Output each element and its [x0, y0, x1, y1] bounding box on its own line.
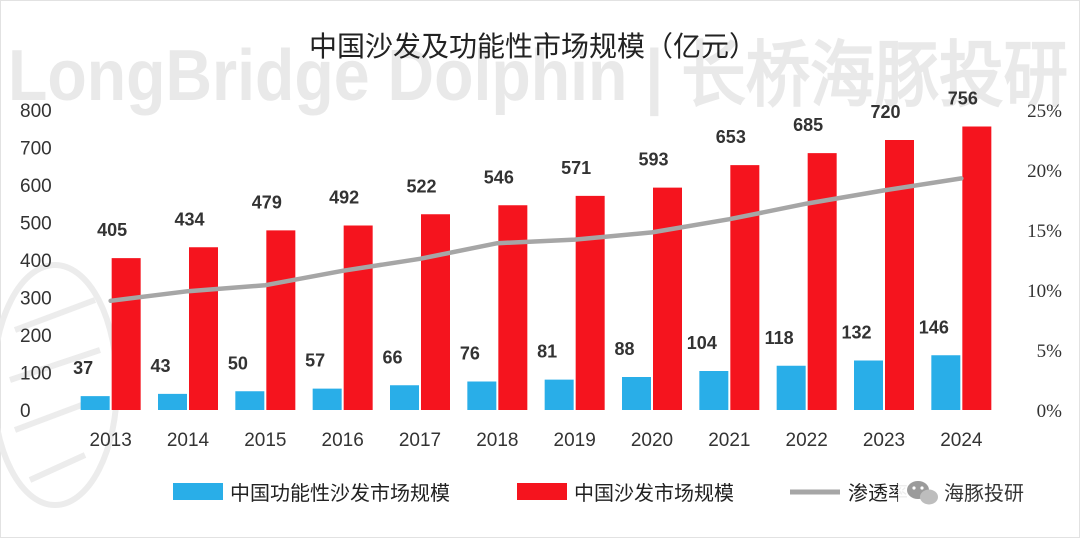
y2-tick-label: 10%	[1027, 281, 1062, 302]
credit-badge: 海豚投研	[898, 474, 1068, 512]
watermark: LongBridge Dolphin | 长桥海豚投研	[8, 36, 1068, 116]
bar-sofa	[111, 258, 141, 410]
data-label-functional: 50	[228, 353, 248, 373]
data-label-sofa: 756	[948, 89, 978, 109]
bar-functional	[235, 391, 265, 410]
bar-sofa	[343, 225, 373, 410]
x-axis: 2013 2014 2015 2016 2017 2018 2019 2020 2021 2022…	[90, 430, 983, 451]
x-tick-label: 2023	[863, 430, 905, 451]
data-label-functional: 57	[305, 351, 325, 371]
x-tick-label: 2020	[631, 430, 673, 451]
y-tick-label: 300	[20, 289, 52, 310]
x-tick-label: 2022	[786, 430, 828, 451]
data-label-functional: 43	[150, 356, 170, 376]
y2-tick-label: 15%	[1027, 221, 1062, 242]
x-tick-label: 2014	[167, 430, 210, 451]
data-label-sofa: 593	[638, 150, 668, 170]
bars	[80, 126, 992, 410]
left-axis: 0 100 200 300 400 500 600 700 800	[20, 101, 52, 422]
bar-functional	[699, 371, 729, 410]
data-label-functional: 66	[382, 347, 402, 367]
data-label-sofa: 479	[252, 192, 282, 212]
bar-functional	[931, 355, 961, 410]
y-tick-label: 100	[20, 364, 52, 385]
bar-functional	[776, 365, 806, 410]
data-label-sofa: 492	[329, 188, 359, 208]
legend-label-sofa: 中国沙发市场规模	[574, 481, 734, 505]
data-label-sofa: 434	[174, 209, 204, 229]
data-label-sofa: 720	[870, 102, 900, 122]
bar-sofa	[885, 140, 914, 410]
y2-tick-label: 20%	[1027, 161, 1062, 182]
data-label-sofa: 653	[716, 127, 746, 147]
bar-functional	[622, 377, 651, 410]
penetration-line-layer	[108, 176, 964, 304]
data-label-sofa: 405	[97, 220, 127, 240]
x-tick-label: 2015	[244, 430, 286, 451]
bar-sofa	[730, 165, 760, 410]
data-label-sofa: 685	[793, 115, 823, 135]
y-tick-label: 800	[20, 101, 52, 122]
data-label-sofa: 546	[484, 167, 514, 187]
data-label-functional: 81	[537, 342, 557, 362]
x-tick-label: 2018	[476, 430, 518, 451]
legend-swatch-sofa	[517, 483, 567, 500]
line-penetration	[108, 176, 964, 304]
bar-functional	[158, 393, 187, 410]
bar-functional	[467, 381, 497, 410]
x-tick-label: 2017	[399, 430, 441, 451]
x-tick-label: 2013	[90, 430, 132, 451]
credit-text: 海豚投研	[944, 481, 1024, 505]
bar-functional	[544, 379, 574, 410]
y-tick-label: 500	[20, 214, 52, 235]
y-tick-label: 0	[20, 401, 31, 422]
data-label-functional: 132	[841, 323, 871, 343]
x-tick-label: 2024	[940, 430, 983, 451]
y2-tick-label: 0%	[1037, 401, 1063, 422]
legend-swatch-functional	[173, 483, 223, 500]
legend: 中国功能性沙发市场规模 中国沙发市场规模 渗透率	[173, 481, 908, 505]
watermark-logo	[0, 262, 120, 508]
data-labels: 37 405 43 434 50 479 57 492 66 522 76 546 81 571 88 593…	[73, 89, 978, 379]
y-tick-label: 700	[20, 139, 52, 160]
data-label-functional: 88	[614, 339, 634, 359]
y-tick-label: 400	[20, 251, 52, 272]
data-label-functional: 76	[460, 344, 480, 364]
bar-sofa	[421, 214, 450, 410]
y-tick-label: 600	[20, 176, 52, 197]
data-label-functional: 37	[73, 358, 93, 378]
credit-background	[898, 474, 1068, 512]
x-tick-label: 2019	[554, 430, 596, 451]
wechat-icon	[907, 481, 938, 505]
bar-sofa	[189, 247, 218, 410]
bar-sofa	[653, 187, 682, 410]
bar-functional	[80, 396, 110, 410]
y2-tick-label: 25%	[1027, 101, 1062, 122]
y2-tick-label: 5%	[1037, 341, 1063, 362]
data-label-sofa: 522	[406, 176, 436, 196]
bar-functional	[854, 360, 883, 410]
right-axis: 0% 5% 10% 15% 20% 25%	[1027, 101, 1062, 422]
data-label-functional: 146	[919, 317, 949, 337]
chart-title: 中国沙发及功能性市场规模（亿元）	[309, 30, 757, 63]
bar-sofa	[962, 126, 992, 410]
data-label-functional: 118	[765, 328, 794, 348]
x-tick-label: 2021	[708, 430, 750, 451]
bar-functional	[312, 388, 342, 410]
bar-sofa	[498, 205, 528, 410]
y-tick-label: 200	[20, 326, 52, 347]
data-label-sofa: 571	[561, 158, 591, 178]
legend-label-functional: 中国功能性沙发市场规模	[230, 481, 450, 505]
bar-functional	[390, 385, 419, 410]
x-tick-label: 2016	[322, 430, 364, 451]
bar-sofa	[807, 153, 837, 410]
bar-sofa	[266, 230, 296, 410]
bar-sofa	[575, 195, 605, 410]
data-label-functional: 104	[687, 333, 717, 353]
